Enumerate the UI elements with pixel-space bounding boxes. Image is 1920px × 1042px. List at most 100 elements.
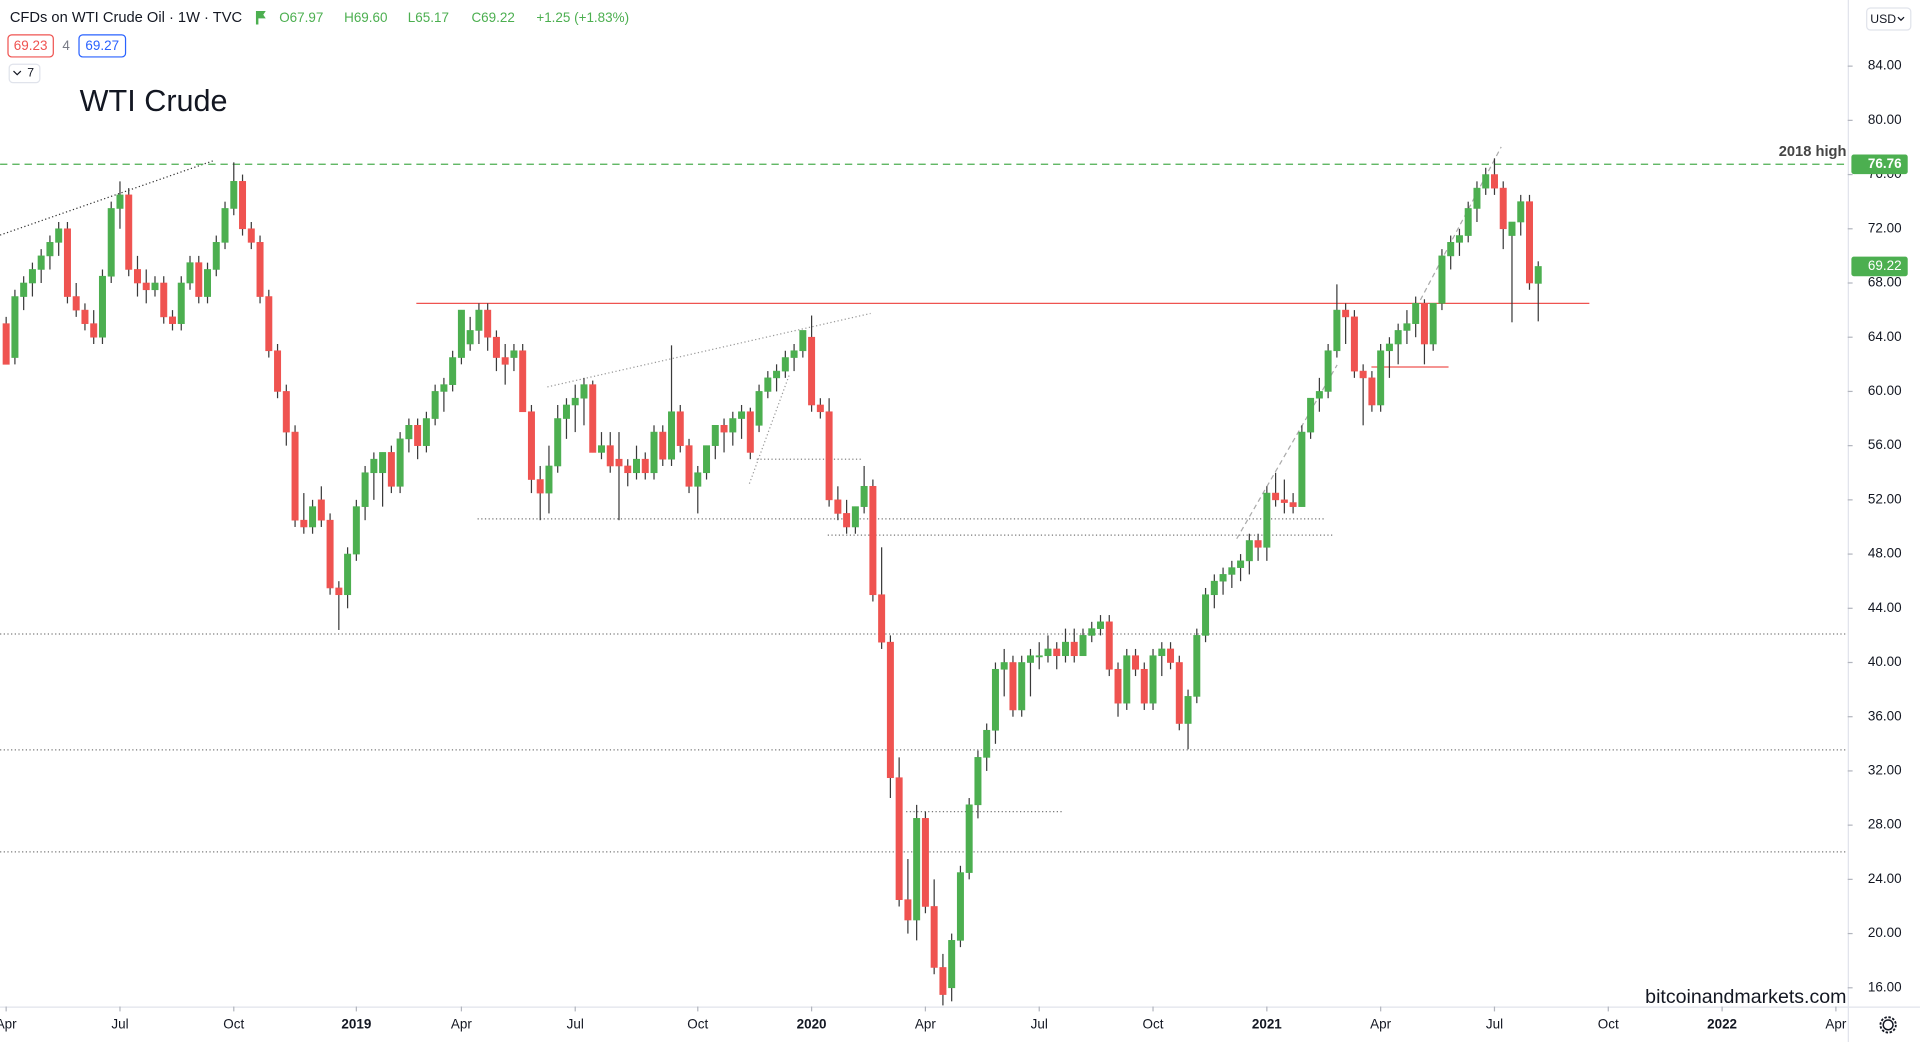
legend-high: H69.60 [344, 10, 387, 25]
candle-body [221, 208, 229, 243]
x-tick-label: Jul [567, 1016, 584, 1031]
y-tick-label: 56.00 [1868, 437, 1902, 452]
candle-body [466, 330, 474, 345]
x-tick-label: Oct [1598, 1016, 1619, 1031]
candle-body [484, 309, 492, 338]
candle-body [1473, 187, 1481, 209]
candle-body [116, 194, 124, 209]
x-tick-label: Jul [1486, 1016, 1503, 1031]
candle-body [274, 350, 282, 392]
candle-body [1175, 662, 1183, 724]
currency[interactable]: USD [1870, 12, 1896, 26]
candle-body [1298, 431, 1306, 507]
y-tick-label: 16.00 [1868, 979, 1902, 994]
candle-body [1202, 594, 1210, 636]
candle-body [633, 458, 640, 474]
y-tick-label: 60.00 [1868, 383, 1902, 398]
candle-body [1167, 648, 1175, 663]
candle-body [28, 269, 36, 284]
candle-body [886, 641, 894, 779]
candle-body [449, 357, 457, 385]
candle-body [1499, 187, 1507, 230]
candle-body [1324, 350, 1332, 392]
y-tick-label: 48.00 [1868, 546, 1902, 561]
candle-body [265, 296, 273, 352]
candle-body [1105, 621, 1113, 670]
trend-line [547, 312, 871, 388]
candle-body [738, 411, 746, 419]
candle-body [641, 458, 649, 474]
candle-body [860, 485, 868, 507]
candle-body [1272, 492, 1280, 501]
candle-body [212, 242, 220, 270]
candle-body [55, 228, 63, 243]
x-tick-label: 2020 [797, 1016, 827, 1031]
y-tick-label: 68.00 [1868, 275, 1902, 290]
candle-body [46, 242, 54, 257]
indicator-toggle[interactable] [8, 63, 41, 84]
settings-icon[interactable] [1879, 1016, 1897, 1034]
candle-body [1061, 641, 1069, 657]
candle-body [965, 804, 973, 873]
candle-body [1280, 499, 1288, 503]
chart-title: WTI Crude [80, 84, 228, 118]
x-tick-label: 2019 [341, 1016, 371, 1031]
candle-body [878, 594, 886, 643]
candle-body [1228, 567, 1236, 575]
candle-body [816, 404, 824, 413]
candle-body [1263, 492, 1271, 548]
candle-body [1350, 316, 1358, 372]
candle-body [790, 350, 798, 358]
y-tick-label: 20.00 [1868, 925, 1902, 940]
candle-body [1342, 309, 1350, 318]
candle-body [492, 336, 500, 358]
x-tick-label: Apr [0, 1016, 17, 1031]
candle-body [204, 269, 212, 297]
candle-body [1132, 655, 1140, 670]
trend-line [0, 159, 215, 236]
candle-body [746, 411, 754, 453]
bid[interactable]: 69.23 [14, 38, 48, 53]
candle-body [606, 445, 614, 467]
candle-body [1368, 377, 1376, 406]
ask[interactable]: 69.27 [85, 38, 119, 53]
candle-body [527, 411, 535, 480]
trend-line [748, 373, 791, 484]
candle-body [230, 181, 238, 209]
x-tick-label: Jul [1031, 1016, 1048, 1031]
candle-body [1464, 208, 1472, 236]
y-tick-label: 64.00 [1868, 329, 1902, 344]
candle-body [169, 316, 176, 324]
candle-body [1035, 655, 1043, 658]
x-tick-label: Apr [451, 1016, 472, 1031]
currency-button[interactable] [1866, 7, 1912, 31]
last-price-box [1851, 256, 1908, 277]
bid-box[interactable] [7, 34, 54, 58]
candle-body [300, 519, 308, 528]
x-tick-label: 2021 [1252, 1016, 1282, 1031]
candle-body [956, 872, 964, 941]
y-tick-label: 36.00 [1868, 708, 1902, 723]
candle-body [869, 485, 877, 596]
indicator-count[interactable]: 7 [27, 66, 34, 80]
y-tick-label: 24.00 [1868, 871, 1902, 886]
y-tick-label: 44.00 [1868, 600, 1902, 615]
candle-body [991, 668, 999, 731]
candle-body [764, 377, 772, 392]
candle-body [930, 906, 938, 968]
candle-body [2, 323, 10, 365]
candle-body [256, 242, 264, 297]
candle-body [1307, 397, 1315, 433]
candle-body [291, 431, 299, 521]
candle-body [1490, 174, 1498, 189]
candle-body [125, 194, 133, 270]
candle-body [948, 940, 956, 989]
candle-body [545, 465, 553, 494]
candle-body [685, 445, 693, 487]
candle-body [1009, 662, 1017, 711]
candle-body [11, 296, 19, 358]
candle-body [580, 384, 588, 399]
ask-box[interactable] [78, 34, 127, 58]
last-price-label: 69.22 [1868, 258, 1902, 273]
candle-body [808, 336, 816, 406]
